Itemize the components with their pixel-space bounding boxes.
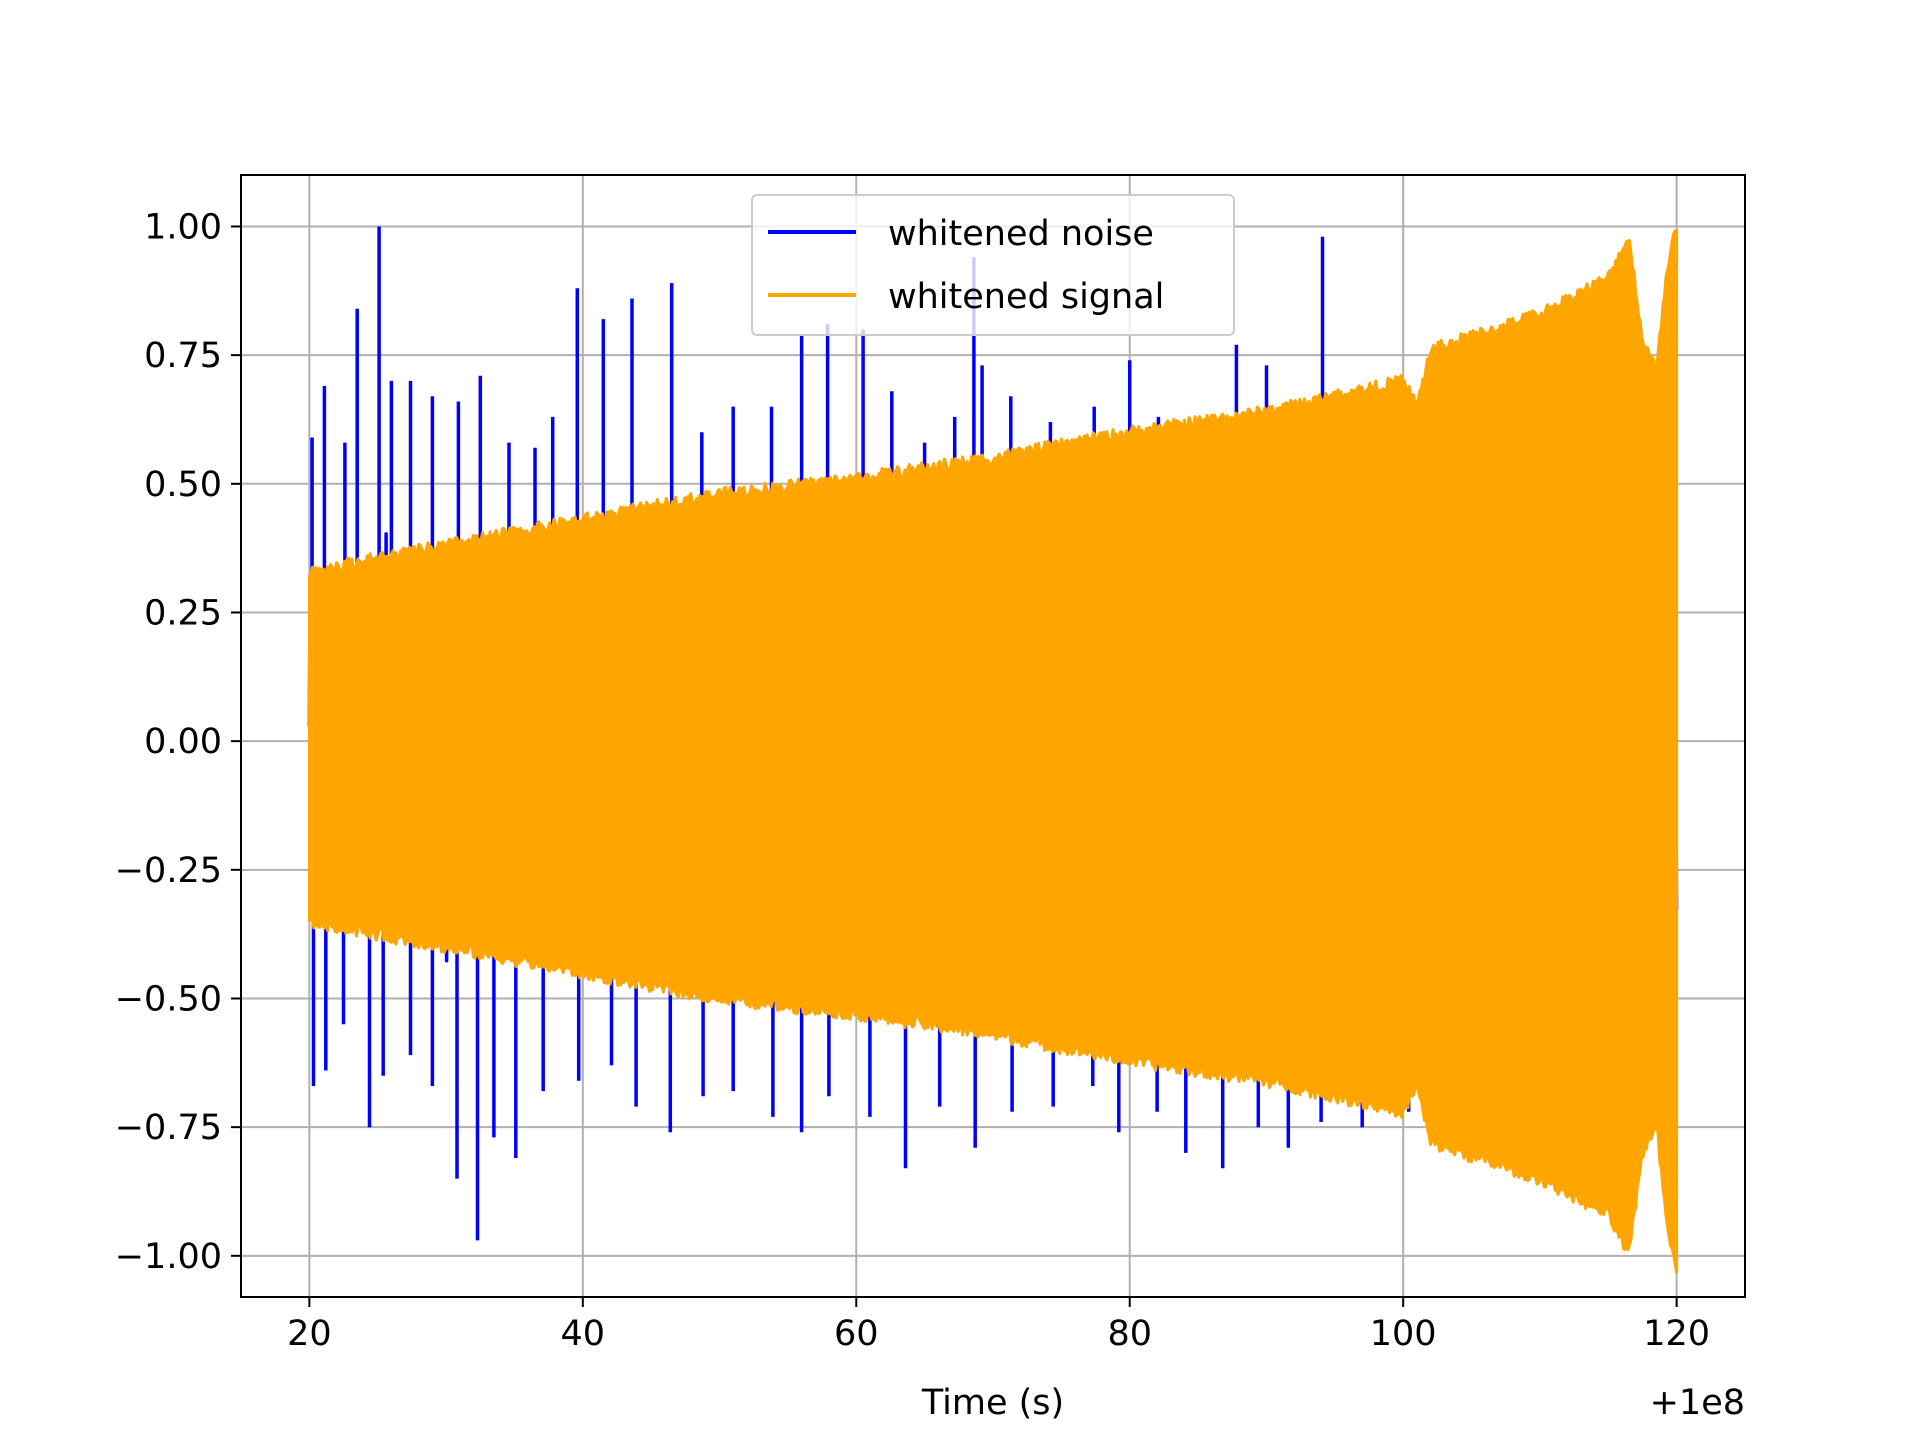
legend-box	[751, 194, 1235, 336]
y-tick-label: 1.00	[144, 207, 222, 247]
x-axis-ticks: 20 40 60 80 100 120	[287, 1297, 1710, 1354]
series-layer	[307, 226, 1679, 1274]
x-tick-label: 100	[1370, 1314, 1437, 1354]
x-tick-label: 80	[1107, 1314, 1152, 1354]
y-tick-label: −1.00	[115, 1237, 222, 1277]
series-line-whitened-signal	[307, 228, 1679, 1274]
x-axis-offset-label: +1e8	[1650, 1383, 1745, 1423]
y-tick-label: −0.50	[115, 979, 222, 1019]
x-tick-label: 60	[834, 1314, 879, 1354]
y-tick-label: 0.25	[144, 593, 222, 633]
x-axis-label: Time (s)	[921, 1383, 1064, 1423]
legend-label-whitened-noise: whitened noise	[888, 214, 1154, 254]
x-tick-label: 20	[287, 1314, 332, 1354]
plot-frame	[240, 174, 1746, 1298]
y-tick-label: −0.25	[115, 851, 222, 891]
legend-label-whitened-signal: whitened signal	[888, 277, 1164, 317]
x-tick-label: 40	[561, 1314, 606, 1354]
y-axis-ticks: 1.00 0.75 0.50 0.25 0.00 −0.25 −0.50 −0.75 −1.00	[115, 207, 241, 1277]
y-tick-label: 0.00	[144, 722, 222, 762]
y-tick-label: 0.50	[144, 465, 222, 505]
y-tick-label: −0.75	[115, 1108, 222, 1148]
y-tick-label: 0.75	[144, 336, 222, 376]
legend: whitened noise whitened signal	[751, 194, 1235, 336]
x-tick-label: 120	[1643, 1314, 1710, 1354]
